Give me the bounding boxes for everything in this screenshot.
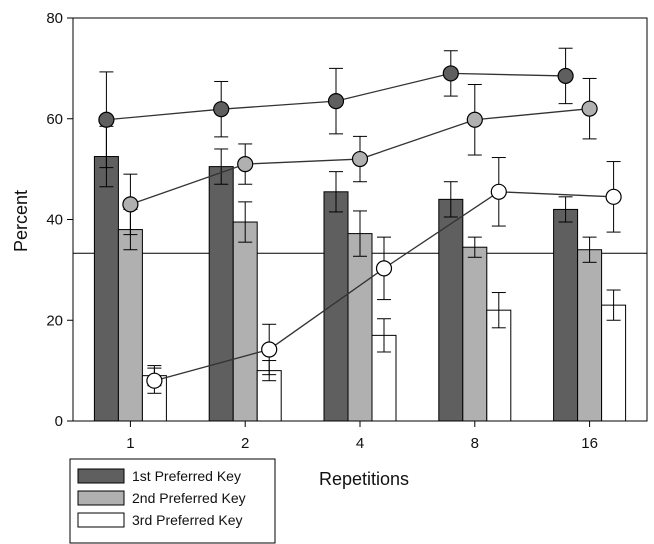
y-tick-label: 60 [46,111,63,128]
data-point [581,100,598,117]
bar [438,198,464,422]
data-point [327,93,345,110]
data-point [351,150,369,168]
bar [462,246,488,422]
bar [486,309,512,422]
x-tick-label: 4 [356,435,364,452]
bar [117,229,143,422]
x-tick-label: 8 [471,435,479,452]
legend: 1st Preferred Key 2nd Preferred Key 3rd Pr… [69,458,276,544]
legend-label: 1st Preferred Key [132,468,241,484]
legend-swatch [77,468,125,484]
x-axis-title: Repetitions [319,469,409,489]
bar [208,166,234,422]
legend-label: 3rd Preferred Key [132,512,243,528]
bar [232,221,258,422]
bar [601,304,627,422]
x-tick-label: 2 [241,435,249,452]
data-point [375,260,393,277]
data-point [237,155,254,173]
legend-label: 2nd Preferred Key [132,490,246,506]
legend-swatch [77,490,125,506]
x-tick-label: 1 [126,435,134,452]
x-tick-label: 16 [581,435,598,452]
data-point [442,65,459,82]
bar [577,249,603,422]
y-tick-label: 20 [46,312,63,329]
data-point [490,183,507,200]
bar [553,208,579,422]
bar [93,156,119,422]
data-point [557,67,574,85]
data-point [122,196,139,213]
bar [323,191,349,422]
data-point [605,188,622,205]
legend-swatch [77,512,125,528]
y-axis-title: Percent [11,190,31,252]
data-point [466,111,483,128]
data-point [98,111,115,128]
data-point [261,341,278,358]
bar [347,233,373,422]
y-tick-label: 40 [46,212,63,229]
data-point [213,101,230,118]
y-tick-label: 0 [55,413,63,430]
y-tick-label: 80 [46,10,63,27]
data-point [146,372,163,389]
